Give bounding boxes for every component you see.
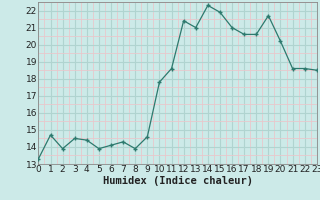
X-axis label: Humidex (Indice chaleur): Humidex (Indice chaleur) — [103, 176, 252, 186]
